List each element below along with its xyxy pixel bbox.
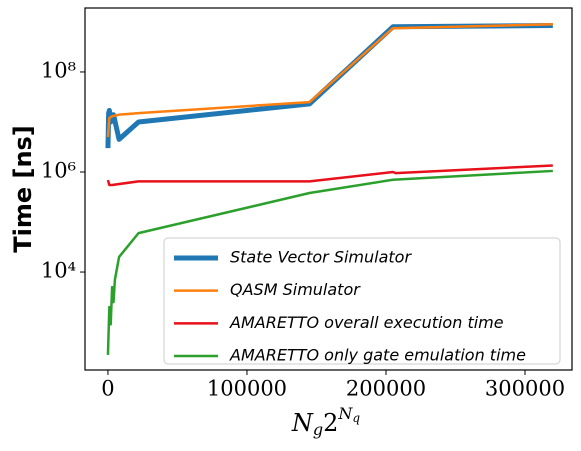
- y-axis-label: Time [ns]: [9, 125, 37, 253]
- x-tick-label: 200000: [346, 377, 426, 401]
- y-tick-label: 10⁴: [41, 259, 76, 283]
- legend: State Vector Simulator QASM Simulator AMAR…: [163, 237, 561, 365]
- legend-label: State Vector Simulator: [230, 248, 412, 267]
- x-axis-label: Ng2Nq: [291, 404, 361, 439]
- series-line: [105, 22, 553, 149]
- legend-label: QASM Simulator: [230, 280, 361, 299]
- x-tick-label: 100000: [207, 377, 287, 401]
- series-line: [106, 22, 553, 138]
- x-tick-label: 300000: [485, 377, 565, 401]
- legend-frame: [163, 237, 561, 365]
- plot-frame: [84, 7, 573, 371]
- y-tick-label: 10⁶: [41, 158, 76, 182]
- x-tick-label: 0: [101, 377, 114, 401]
- legend-label: AMARETTO only gate emulation time: [229, 346, 526, 365]
- legend-label: AMARETTO overall execution time: [229, 313, 504, 332]
- y-tick-label: 10⁸: [41, 58, 76, 82]
- series-line: [106, 164, 553, 187]
- series-line: [106, 169, 553, 355]
